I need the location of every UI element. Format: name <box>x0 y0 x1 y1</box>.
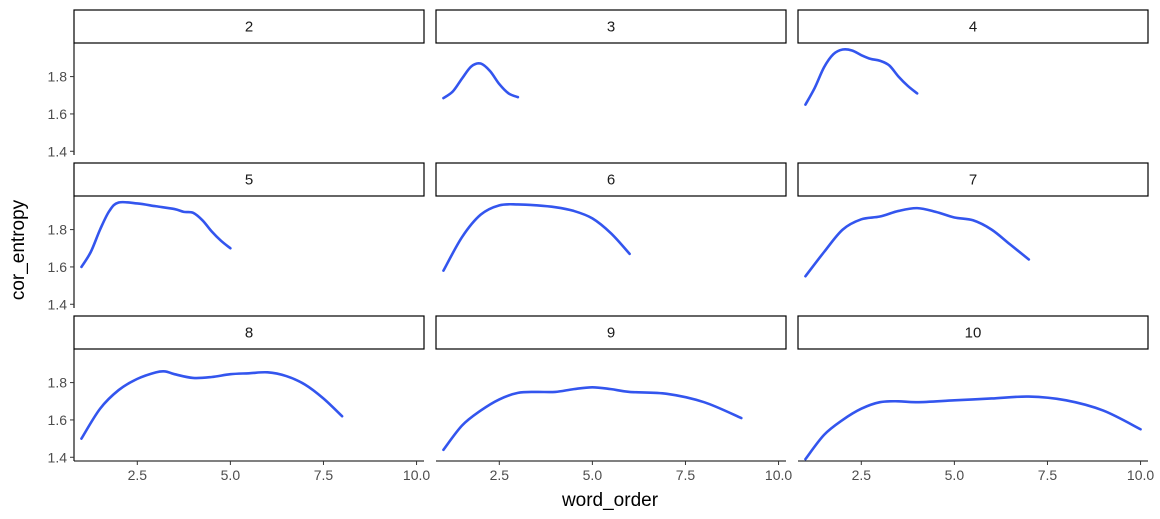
y-axis-title: cor_entropy <box>8 199 29 300</box>
facet-strip-label: 4 <box>969 19 977 36</box>
x-tick-label: 10.0 <box>1127 467 1154 483</box>
facet-strip-label: 5 <box>245 172 253 189</box>
facet-strip <box>73 162 425 197</box>
series-line <box>80 200 232 269</box>
series-line <box>80 369 344 440</box>
y-tick-label: 1.8 <box>48 69 68 85</box>
x-tick-label: 7.5 <box>314 467 334 483</box>
x-tick-label: 10.0 <box>403 467 430 483</box>
facet-panel-8: 8 1.4 1.6 1.8 2.5 5.0 7.5 10.0 <box>48 315 430 483</box>
y-tick-label: 1.4 <box>48 143 68 159</box>
facet-strip-label: 7 <box>969 172 977 189</box>
facet-panel-4: 4 <box>797 9 1149 106</box>
y-tick-label: 1.4 <box>48 296 68 312</box>
facet-strip <box>435 9 787 44</box>
series-line <box>804 47 919 106</box>
facet-strip-label: 3 <box>607 19 615 36</box>
facet-strip <box>73 9 425 44</box>
x-tick-label: 7.5 <box>1038 467 1058 483</box>
x-tick-label: 5.0 <box>945 467 965 483</box>
facet-panel-6: 6 <box>435 162 787 272</box>
facet-strip <box>435 315 787 350</box>
y-tick-label: 1.6 <box>48 106 68 122</box>
facet-panel-2: 2 1.4 1.6 1.8 <box>48 9 425 159</box>
series-line <box>804 206 1031 278</box>
x-axis-title: word_order <box>561 490 659 511</box>
facet-panel-5: 5 1.4 1.6 1.8 <box>48 162 425 312</box>
facet-strip <box>435 162 787 197</box>
x-tick-label: 2.5 <box>852 467 872 483</box>
x-tick-label: 2.5 <box>490 467 510 483</box>
facet-strip-label: 2 <box>245 19 253 36</box>
y-tick-label: 1.4 <box>48 449 68 465</box>
y-tick-label: 1.8 <box>48 222 68 238</box>
facet-strip <box>797 315 1149 350</box>
facet-strip-label: 10 <box>965 325 982 342</box>
facet-strip <box>73 315 425 350</box>
series-line <box>442 202 631 272</box>
series-line <box>804 395 1142 461</box>
facet-strip-label: 9 <box>607 325 615 342</box>
facet-panel-10: 10 2.5 5.0 7.5 10.0 <box>797 315 1154 483</box>
x-tick-label: 5.0 <box>583 467 603 483</box>
facet-strip <box>797 9 1149 44</box>
facet-strip-label: 6 <box>607 172 615 189</box>
x-tick-label: 7.5 <box>676 467 696 483</box>
x-tick-label: 10.0 <box>765 467 792 483</box>
facet-panels: 2 1.4 1.6 1.8 3 4 5 1.4 1.6 1.8 6 7 8 1.4 1.6 1.8 2.5 5.0… <box>48 9 1154 483</box>
series-line <box>442 385 743 452</box>
y-tick-label: 1.6 <box>48 412 68 428</box>
facet-strip-label: 8 <box>245 325 253 342</box>
x-tick-label: 2.5 <box>128 467 148 483</box>
facet-strip <box>797 162 1149 197</box>
y-tick-label: 1.8 <box>48 375 68 391</box>
facet-panel-3: 3 <box>435 9 787 100</box>
series-line <box>442 61 520 100</box>
facet-panel-7: 7 <box>797 162 1149 278</box>
facet-panel-9: 9 2.5 5.0 7.5 10.0 <box>435 315 792 483</box>
y-tick-label: 1.6 <box>48 259 68 275</box>
x-tick-label: 5.0 <box>221 467 241 483</box>
